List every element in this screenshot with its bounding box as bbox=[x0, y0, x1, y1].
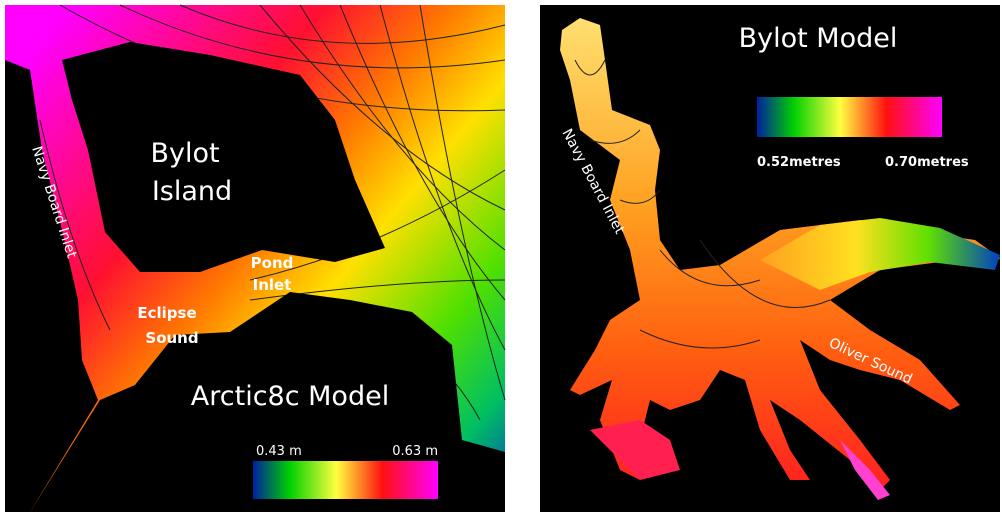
figure: Bylot Island Navy Board Inlet Pond Inlet… bbox=[0, 0, 1002, 517]
right-map: Bylot Model 0.52metres 0.70metres Navy B… bbox=[540, 5, 1000, 512]
island-label: Island bbox=[152, 176, 232, 207]
colorbar-min: 0.52metres bbox=[757, 155, 841, 170]
eclipse-sound-label: Eclipse bbox=[137, 304, 196, 322]
colorbar-max: 0.70metres bbox=[885, 155, 969, 170]
colorbar bbox=[253, 461, 438, 499]
model-title: Bylot Model bbox=[739, 23, 898, 54]
island-label: Bylot bbox=[150, 138, 219, 169]
colorbar bbox=[757, 97, 942, 137]
pond-inlet-label: Pond bbox=[251, 254, 294, 272]
colorbar-max: 0.63 m bbox=[392, 444, 438, 459]
colorbar-min: 0.43 m bbox=[256, 444, 302, 459]
eclipse-sound-label: Sound bbox=[145, 329, 198, 347]
left-map: Bylot Island Navy Board Inlet Pond Inlet… bbox=[5, 5, 505, 512]
pond-inlet-label: Inlet bbox=[253, 276, 292, 294]
model-title: Arctic8c Model bbox=[191, 381, 389, 412]
